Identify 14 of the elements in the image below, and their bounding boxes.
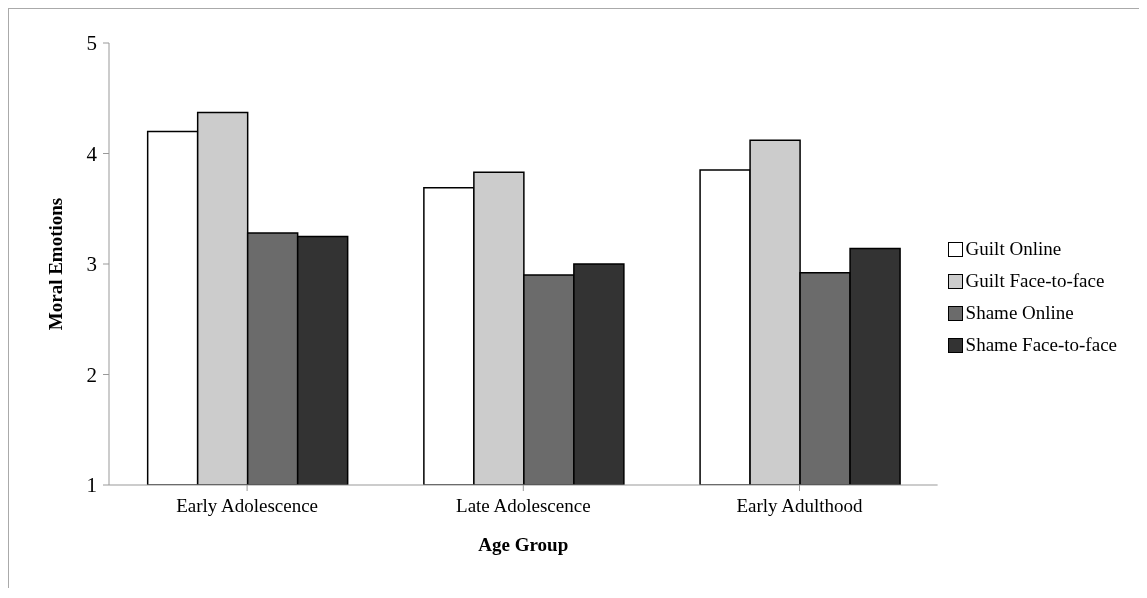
legend-label: Guilt Online — [965, 238, 1062, 260]
y-tick-label: 2 — [86, 362, 97, 387]
y-tick-label: 5 — [86, 31, 97, 56]
y-tick-label: 3 — [86, 252, 97, 277]
legend-label: Shame Face-to-face — [965, 334, 1117, 356]
legend-label: Guilt Face-to-face — [965, 270, 1105, 292]
y-tick-label: 4 — [86, 141, 98, 166]
x-tick-label: Late Adolescence — [456, 495, 591, 517]
x-tick-label: Early Adulthood — [736, 495, 864, 517]
x-axis-title: Age Group — [478, 534, 569, 555]
legend-label: Shame Online — [965, 302, 1074, 324]
y-axis-title: Moral Emotions — [44, 197, 66, 331]
y-tick-label: 1 — [86, 473, 97, 498]
x-tick-label: Early Adolescence — [176, 495, 319, 517]
